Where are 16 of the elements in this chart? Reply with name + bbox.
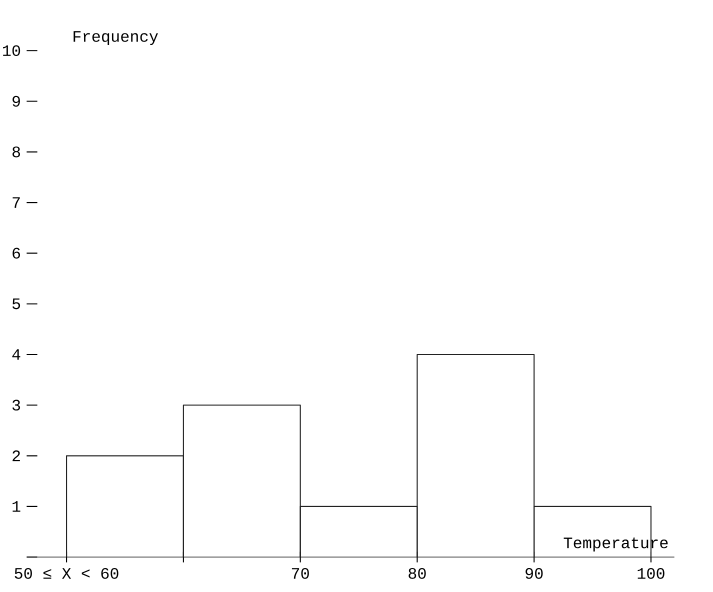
y-tick-label: 1 bbox=[12, 501, 20, 512]
y-tick-label: 6 bbox=[12, 248, 20, 259]
y-tick-label: 2 bbox=[12, 450, 20, 462]
y-tick-label: 10 bbox=[3, 45, 20, 56]
x-tick-label: 50 ≤ X < 60 bbox=[14, 568, 118, 579]
x-tick-label: 70 bbox=[292, 568, 309, 579]
x-tick-label: 80 bbox=[408, 568, 426, 579]
y-tick-label: 3 bbox=[12, 400, 20, 411]
y-tick-label: 9 bbox=[12, 96, 20, 107]
y-tick-label: 8 bbox=[12, 146, 20, 158]
y-tick-label: 7 bbox=[12, 197, 20, 208]
y-tick-label: 5 bbox=[12, 298, 20, 310]
x-tick-label: 90 bbox=[526, 568, 543, 579]
y-axis-title: Frequency bbox=[74, 31, 158, 46]
x-tick-label: 100 bbox=[638, 568, 664, 579]
y-tick-label: 4 bbox=[12, 349, 20, 360]
